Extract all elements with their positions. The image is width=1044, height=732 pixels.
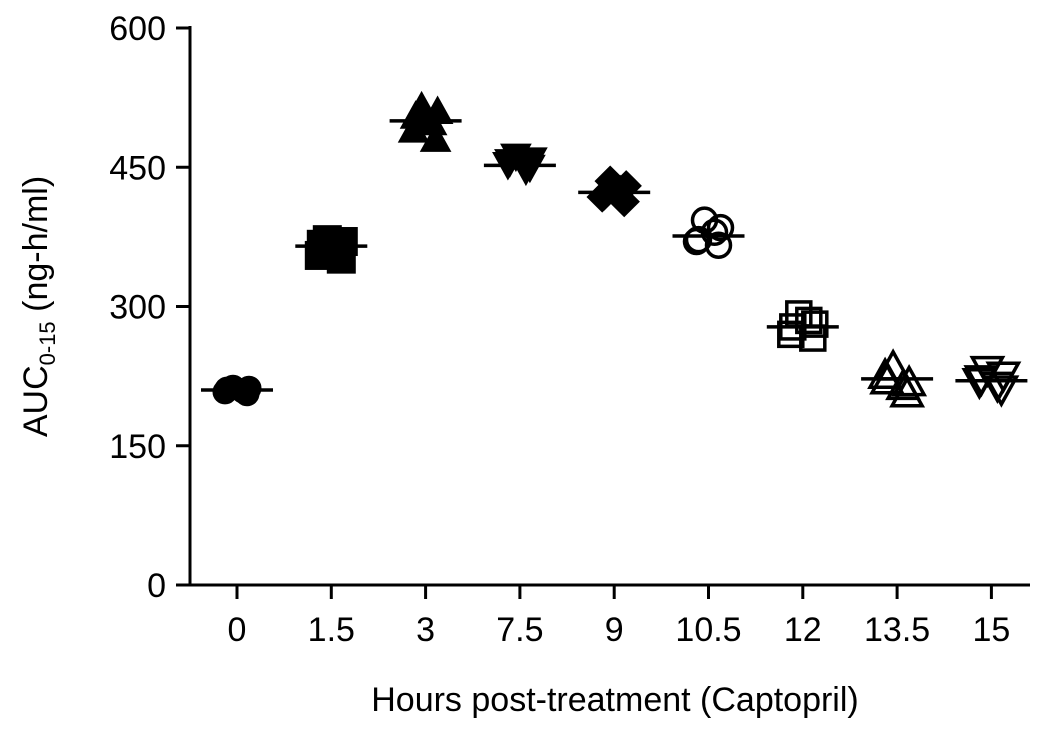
data-point bbox=[891, 364, 928, 397]
data-point bbox=[885, 367, 922, 401]
data-points bbox=[212, 90, 1022, 408]
x-axis-ticks: 0 1.5 3 7.5 9 10.5 12 13.5 15 bbox=[228, 585, 1010, 649]
data-point bbox=[706, 213, 735, 242]
x-axis-title: Hours post-treatment (Captopril) bbox=[371, 681, 859, 719]
y-tick-label: 450 bbox=[109, 149, 166, 187]
x-tick-label: 15 bbox=[972, 611, 1010, 649]
y-axis-title-unit: (ng-h/ml) bbox=[17, 176, 55, 321]
data-point bbox=[801, 310, 829, 338]
data-point bbox=[961, 367, 998, 401]
data-point bbox=[516, 147, 548, 176]
y-axis-title-subscript: 0-15 bbox=[35, 321, 60, 365]
y-tick-label: 0 bbox=[147, 567, 166, 605]
data-point bbox=[419, 123, 452, 152]
y-tick-label: 150 bbox=[109, 428, 166, 466]
data-point bbox=[236, 375, 262, 401]
y-tick-label: 300 bbox=[109, 289, 166, 327]
x-tick-label: 13.5 bbox=[864, 611, 930, 649]
x-tick-label: 10.5 bbox=[675, 611, 741, 649]
y-axis-title-main: AUC bbox=[17, 365, 55, 437]
data-point bbox=[985, 361, 1022, 394]
x-tick-label: 3 bbox=[416, 611, 435, 649]
x-tick-label: 1.5 bbox=[308, 611, 355, 649]
x-tick-label: 7.5 bbox=[496, 611, 543, 649]
x-tick-label: 9 bbox=[605, 611, 624, 649]
x-tick-label: 12 bbox=[784, 611, 822, 649]
data-point bbox=[867, 356, 904, 389]
data-point bbox=[682, 227, 711, 256]
y-axis-ticks: 0 150 300 450 600 bbox=[109, 10, 190, 605]
y-tick-label: 600 bbox=[109, 10, 166, 48]
data-point bbox=[795, 306, 823, 335]
mean-lines bbox=[201, 119, 1028, 392]
data-point bbox=[397, 114, 430, 143]
data-point bbox=[212, 379, 238, 405]
y-axis-title: AUC0-15 (ng-h/ml) bbox=[17, 176, 60, 437]
x-tick-label: 0 bbox=[228, 611, 247, 649]
data-point bbox=[421, 95, 454, 125]
data-point bbox=[328, 227, 358, 257]
